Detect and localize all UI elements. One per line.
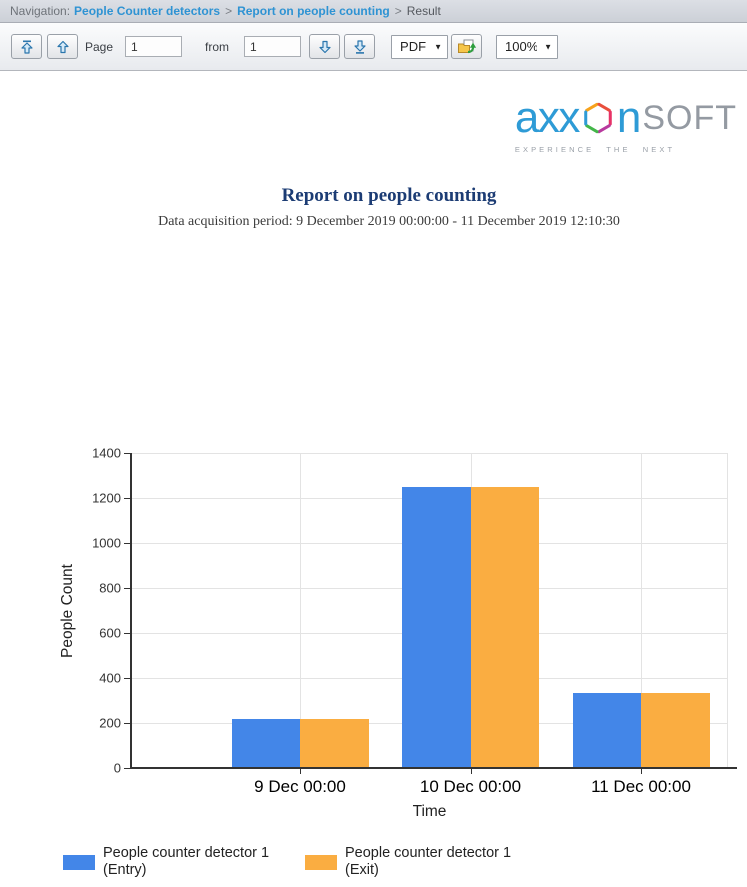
grid-line [132, 453, 727, 454]
first-page-button[interactable] [11, 34, 42, 59]
y-axis-tick [124, 543, 130, 544]
x-tick-label: 9 Dec 00:00 [254, 777, 346, 796]
logo-text-soft: SOFT [642, 99, 737, 137]
arrow-down-to-line-icon [353, 39, 366, 54]
grid-line [132, 543, 727, 544]
y-axis-line [130, 453, 132, 769]
y-axis-tick [124, 768, 130, 769]
x-tick-label: 11 Dec 00:00 [591, 777, 691, 796]
bar [402, 486, 471, 768]
page-title: Report on people counting [281, 185, 497, 206]
y-tick-label: 0 [113, 760, 121, 776]
page-label: Page [85, 39, 114, 54]
breadcrumb-item[interactable]: Report on people counting [237, 4, 390, 18]
next-page-button[interactable] [309, 34, 341, 59]
grid-line [132, 678, 727, 679]
y-tick-label: 800 [99, 580, 121, 596]
grid-line [132, 723, 727, 724]
hexagon-icon [584, 102, 612, 134]
x-axis-tick [300, 769, 301, 774]
bar [231, 718, 300, 768]
y-tick-label: 1200 [92, 490, 121, 506]
legend-swatch [63, 854, 95, 870]
y-axis-tick [124, 633, 130, 634]
zoom-select-wrap: 100% ▼ [496, 34, 559, 59]
logo-text-axx: axx [514, 93, 580, 142]
bar [572, 692, 641, 768]
grid-line [300, 453, 301, 768]
y-tick-label: 1000 [92, 535, 121, 551]
legend-item: People counter detector 1 (Entry) [63, 845, 269, 879]
breadcrumb-separator: > [394, 4, 402, 18]
y-axis-tick [124, 453, 130, 454]
arrow-up-icon [56, 40, 69, 53]
arrow-down-icon [318, 40, 331, 53]
y-axis-tick [124, 678, 130, 679]
x-axis-line [130, 767, 737, 769]
breadcrumb: Navigation: People Counter detectors > Rep… [0, 0, 747, 23]
zoom-select[interactable]: 100% [496, 34, 559, 59]
grid-line [132, 498, 727, 499]
bar [470, 486, 539, 768]
export-report-icon [457, 39, 476, 53]
legend-label: People counter detector 1 (Entry) [103, 845, 270, 878]
breadcrumb-prefix: Navigation: [10, 4, 71, 18]
bar [641, 692, 710, 768]
export-button[interactable] [451, 34, 483, 59]
toolbar: Page from PDF ▼ 10 [0, 23, 747, 71]
bar [300, 718, 369, 768]
grid-line [727, 453, 728, 768]
from-label: from [205, 39, 230, 54]
export-format-select[interactable]: PDF [391, 34, 449, 59]
legend-swatch [305, 854, 337, 870]
grid-line [470, 453, 472, 768]
report-period: Data acquisition period: 9 December 2019… [158, 214, 620, 229]
grid-line [132, 633, 727, 634]
logo-wordmark: axx n SOFT [515, 96, 737, 140]
export-format-select-wrap: PDF ▼ [391, 34, 449, 59]
grid-line [132, 588, 727, 589]
y-axis-tick [124, 498, 130, 499]
breadcrumb-item[interactable]: People Counter detectors [74, 4, 221, 18]
last-page-button[interactable] [344, 34, 376, 59]
y-axis-title: People Count [59, 563, 76, 658]
logo-text-n: n [616, 93, 642, 142]
legend-item: People counter detector 1 (Exit) [305, 845, 511, 879]
breadcrumb-items: People Counter detectors > Report on peopl… [74, 4, 441, 18]
previous-page-button[interactable] [47, 34, 78, 59]
x-tick-label: 10 Dec 00:00 [419, 777, 522, 796]
y-tick-label: 1400 [92, 445, 121, 461]
grid-line [641, 453, 642, 768]
breadcrumb-separator: > [225, 4, 233, 18]
breadcrumb-item: Result [406, 4, 441, 18]
y-tick-label: 400 [99, 670, 121, 686]
page-number-input[interactable] [125, 36, 183, 57]
y-tick-label: 600 [99, 625, 121, 641]
logo-tagline: EXPERIENCE THE NEXT [514, 145, 676, 154]
y-tick-label: 200 [99, 715, 121, 731]
x-axis-tick [641, 769, 642, 774]
axxonsoft-logo: axx n SOFT EXPERIENCE THE NEXT [514, 96, 737, 155]
x-axis-tick [470, 769, 472, 774]
y-axis-tick [124, 723, 130, 724]
arrow-up-to-line-icon [20, 39, 33, 54]
x-axis-title: Time [412, 803, 447, 820]
y-axis-tick [124, 588, 130, 589]
total-pages-input[interactable] [244, 36, 302, 57]
legend-label: People counter detector 1 (Exit) [345, 845, 512, 878]
